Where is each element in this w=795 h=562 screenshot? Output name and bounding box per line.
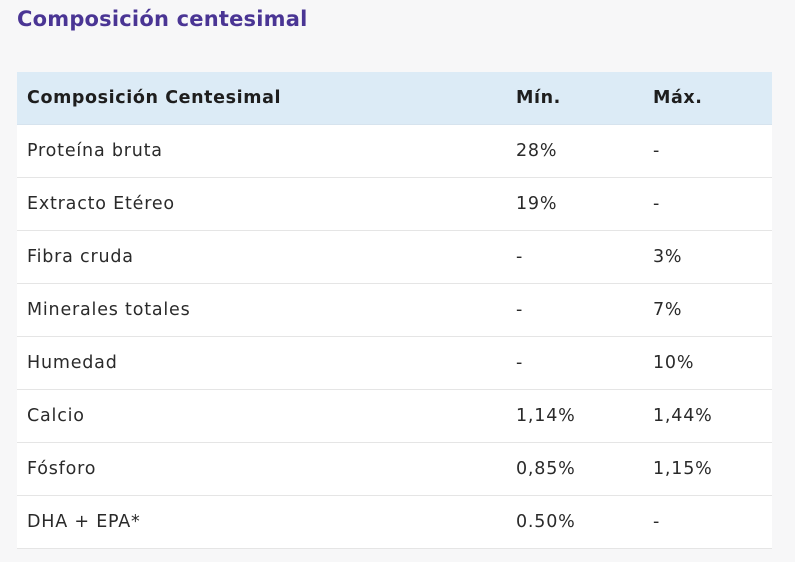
min-value-cell: 28%: [516, 141, 558, 161]
nutrient-name-cell: Fibra cruda: [27, 247, 134, 267]
table-row: Calcio 1,14% 1,44%: [17, 390, 772, 443]
max-value-cell: 7%: [653, 300, 683, 320]
min-value-cell: -: [516, 353, 524, 373]
min-value-cell: 0,85%: [516, 459, 576, 479]
table-row: Extracto Etéreo 19% -: [17, 178, 772, 231]
min-value-cell: 19%: [516, 194, 558, 214]
max-value-cell: 1,44%: [653, 406, 713, 426]
max-value-cell: -: [653, 512, 661, 532]
min-value-cell: 1,14%: [516, 406, 576, 426]
column-header-composition: Composición Centesimal: [27, 88, 282, 108]
table-row: Fósforo 0,85% 1,15%: [17, 443, 772, 496]
table-header-row: Composición Centesimal Mín. Máx.: [17, 72, 772, 125]
max-value-cell: 3%: [653, 247, 683, 267]
column-header-max: Máx.: [653, 88, 703, 108]
min-value-cell: -: [516, 300, 524, 320]
max-value-cell: -: [653, 141, 661, 161]
max-value-cell: 10%: [653, 353, 695, 373]
table-row: DHA + EPA* 0.50% -: [17, 496, 772, 549]
table-row: Proteína bruta 28% -: [17, 125, 772, 178]
nutrient-name-cell: Minerales totales: [27, 300, 191, 320]
table-row: Fibra cruda - 3%: [17, 231, 772, 284]
nutrient-name-cell: Proteína bruta: [27, 141, 163, 161]
nutrient-name-cell: Extracto Etéreo: [27, 194, 175, 214]
nutrient-name-cell: Calcio: [27, 406, 85, 426]
page-title: Composición centesimal: [17, 7, 308, 31]
table-row: Minerales totales - 7%: [17, 284, 772, 337]
min-value-cell: -: [516, 247, 524, 267]
min-value-cell: 0.50%: [516, 512, 576, 532]
composition-table: Composición Centesimal Mín. Máx. Proteín…: [17, 72, 772, 549]
nutrient-name-cell: DHA + EPA*: [27, 512, 141, 532]
nutrient-name-cell: Humedad: [27, 353, 118, 373]
column-header-min: Mín.: [516, 88, 561, 108]
max-value-cell: 1,15%: [653, 459, 713, 479]
table-row: Humedad - 10%: [17, 337, 772, 390]
nutrient-name-cell: Fósforo: [27, 459, 97, 479]
max-value-cell: -: [653, 194, 661, 214]
